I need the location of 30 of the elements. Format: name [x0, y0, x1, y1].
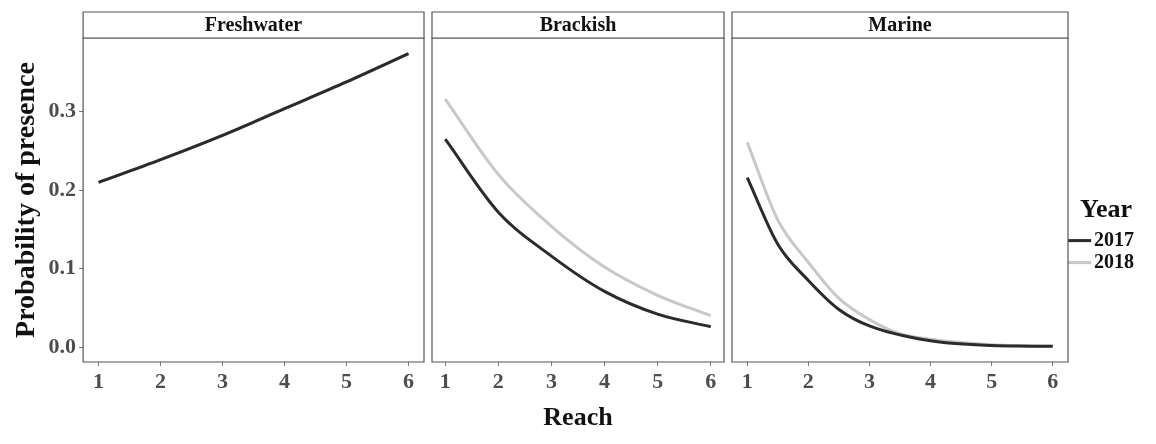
x-tick-label: 1 — [93, 367, 105, 393]
x-tick-label: 6 — [705, 367, 717, 393]
legend-title: Year — [1080, 194, 1132, 224]
x-axis-title: Reach — [543, 402, 614, 432]
x-tick-label: 4 — [279, 367, 291, 393]
y-axis-title: Probability of presence — [9, 62, 41, 338]
chart-title: Brackish — [539, 13, 617, 36]
x-tick-label: 3 — [863, 367, 875, 393]
x-tick-label: 6 — [1047, 367, 1059, 393]
y-tick-label: 0.1 — [48, 254, 77, 280]
x-tick-label: 1 — [439, 367, 451, 393]
x-tick-label: 5 — [986, 367, 998, 393]
x-tick-label: 5 — [341, 367, 353, 393]
x-tick-label: 3 — [217, 367, 229, 393]
x-tick-label: 1 — [741, 367, 753, 393]
x-tick-label: 6 — [403, 367, 414, 393]
y-tick-label: 0.0 — [48, 332, 77, 358]
chart-title: Marine — [868, 13, 932, 36]
chart-title: Freshwater — [204, 13, 303, 36]
x-tick-label: 2 — [492, 367, 504, 393]
legend-label: 2017 — [1094, 227, 1134, 250]
y-tick-label: 0.3 — [48, 97, 77, 123]
x-tick-label: 4 — [599, 367, 611, 393]
x-tick-label: 2 — [155, 367, 167, 393]
x-tick-label: 5 — [652, 367, 664, 393]
y-tick-label: 0.2 — [48, 175, 77, 201]
x-tick-label: 2 — [802, 367, 814, 393]
x-tick-label: 4 — [925, 367, 937, 393]
x-tick-label: 3 — [545, 367, 557, 393]
legend-label: 2018 — [1094, 249, 1134, 272]
